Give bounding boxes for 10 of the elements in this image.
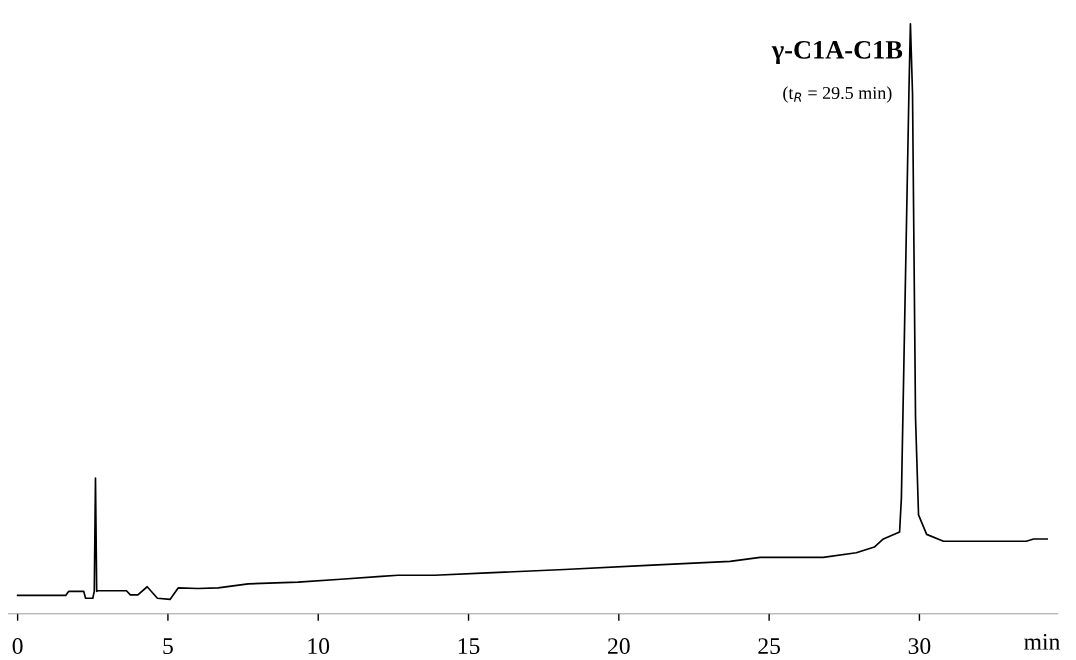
x-tick-label: 15 <box>458 638 480 655</box>
x-tick-label: 10 <box>308 638 330 655</box>
x-tick-label: 20 <box>608 638 630 655</box>
x-tick-label: 30 <box>908 638 931 655</box>
x-tick-label: 25 <box>758 638 781 655</box>
x-axis-title: min <box>1024 633 1060 650</box>
x-tick-label: 0 <box>12 638 23 655</box>
annotation: γ-C1A-C1B <box>771 41 903 65</box>
annotation: (t$_{R}$ = 29.5 min) <box>783 86 892 103</box>
x-tick-label: 5 <box>163 638 173 655</box>
